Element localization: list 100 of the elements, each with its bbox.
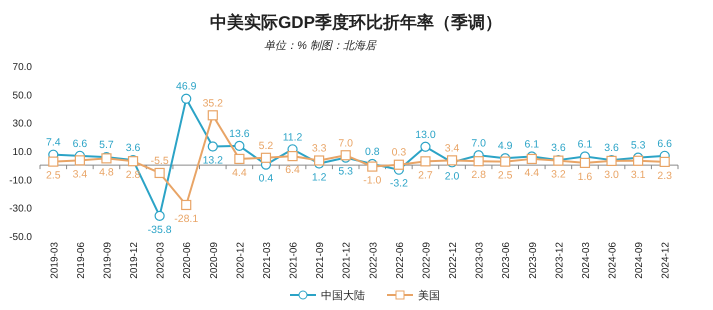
point xyxy=(208,141,218,152)
data-label: 1.2 xyxy=(312,171,327,184)
point xyxy=(48,156,58,167)
data-label: 6.6 xyxy=(72,138,88,150)
data-label: 7.0 xyxy=(471,137,486,150)
x-tick-label: 2022-06 xyxy=(394,242,406,279)
point xyxy=(394,160,404,170)
data-label: 6.1 xyxy=(524,138,540,151)
point xyxy=(234,154,244,164)
data-label: -1.0 xyxy=(363,174,382,187)
data-label: 2.8 xyxy=(471,169,486,182)
data-label: 5.3 xyxy=(630,140,646,152)
data-label: 35.2 xyxy=(202,97,224,110)
data-label: 4.4 xyxy=(232,166,247,179)
x-tick-label: 2024-09 xyxy=(634,242,646,279)
data-label: 13.0 xyxy=(415,128,436,141)
y-tick-label: -30.0 xyxy=(9,204,32,215)
y-tick-label: 10.0 xyxy=(12,147,32,158)
data-label: 2.8 xyxy=(126,169,140,182)
point xyxy=(420,142,431,152)
data-label: 5.7 xyxy=(99,139,114,152)
point xyxy=(660,156,670,168)
data-label: 3.6 xyxy=(126,142,140,154)
x-tick-label: 2021-12 xyxy=(342,242,353,279)
x-tick-label: 2021-09 xyxy=(315,242,326,279)
data-label: 4.8 xyxy=(99,166,114,178)
data-label: -5.5 xyxy=(150,154,169,167)
point xyxy=(526,154,537,164)
data-label: 46.9 xyxy=(176,80,197,93)
data-label: 3.3 xyxy=(312,142,327,154)
point xyxy=(260,152,272,163)
point xyxy=(74,155,85,166)
data-label: 3.0 xyxy=(604,168,619,181)
x-tick-label: 2020-06 xyxy=(182,242,194,279)
x-tick-label: 2024-12 xyxy=(660,242,672,279)
y-tick-label: -10.0 xyxy=(9,175,32,186)
data-label: 0.8 xyxy=(364,146,380,158)
data-label: 3.1 xyxy=(630,168,646,181)
data-label: 0.4 xyxy=(258,172,274,185)
legend-label: 美国 xyxy=(418,289,440,302)
x-tick-label: 2019-03 xyxy=(49,242,60,279)
x-tick-label: 2020-09 xyxy=(208,242,220,279)
x-tick-label: 2023-06 xyxy=(501,242,512,279)
data-label: 13.2 xyxy=(202,154,224,166)
point xyxy=(287,151,298,162)
x-tick-label: 2019-09 xyxy=(102,242,114,279)
point xyxy=(633,156,644,166)
point xyxy=(314,155,324,166)
data-label: -3.2 xyxy=(390,178,408,190)
x-tick-label: 2024-06 xyxy=(608,242,619,279)
point xyxy=(367,161,378,172)
x-tick-label: 2019-12 xyxy=(129,242,140,279)
y-tick-label: 50.0 xyxy=(12,90,32,102)
point xyxy=(181,200,192,210)
data-label: 2.5 xyxy=(46,170,61,182)
x-tick-label: 2023-09 xyxy=(528,242,539,279)
x-tick-label: 2021-06 xyxy=(288,242,300,279)
data-label: 13.6 xyxy=(229,128,250,140)
data-label: 5.2 xyxy=(258,140,274,152)
point xyxy=(420,156,431,166)
data-label: 6.6 xyxy=(657,138,672,150)
data-label: 6.1 xyxy=(578,138,592,151)
x-tick-label: 2023-12 xyxy=(554,242,566,279)
x-tick-label: 2022-03 xyxy=(368,242,380,279)
data-label: 3.6 xyxy=(604,142,619,154)
data-label: 2.7 xyxy=(418,169,433,182)
point xyxy=(154,168,165,178)
x-tick-label: 2024-03 xyxy=(580,242,592,279)
y-tick-label: 30.0 xyxy=(12,118,32,130)
point xyxy=(234,140,244,151)
data-label: -28.1 xyxy=(174,212,198,225)
data-label: 2.5 xyxy=(498,170,513,182)
data-label: 3.2 xyxy=(551,168,566,181)
point xyxy=(181,94,192,104)
data-label: 3.4 xyxy=(72,168,88,180)
point xyxy=(580,158,590,168)
data-label: 1.6 xyxy=(578,170,592,183)
data-label: 6.4 xyxy=(285,164,300,176)
y-tick-label: 70.0 xyxy=(12,62,32,73)
x-tick-label: 2019-06 xyxy=(76,242,87,279)
data-label: 3.4 xyxy=(444,142,460,154)
data-label: 2.3 xyxy=(657,170,672,182)
y-tick-label: -50.0 xyxy=(9,232,32,243)
legend-label: 中国大陆 xyxy=(321,289,365,302)
point xyxy=(474,156,484,166)
data-label: 2.0 xyxy=(444,170,460,182)
x-tick-label: 2021-03 xyxy=(262,242,273,279)
data-label: 4.9 xyxy=(498,140,513,152)
point xyxy=(154,210,165,221)
data-label: -35.8 xyxy=(148,224,172,236)
point xyxy=(500,156,510,167)
x-tick-label: 2023-03 xyxy=(474,242,486,279)
x-tick-label: 2020-12 xyxy=(235,242,246,279)
x-tick-label: 2022-12 xyxy=(448,242,460,279)
data-label: 4.4 xyxy=(524,166,540,179)
point xyxy=(340,150,351,160)
x-tick-label: 2020-03 xyxy=(156,242,167,279)
data-label: 3.6 xyxy=(551,142,566,154)
chart-subtitle: 单位：% 制图：北海居 xyxy=(264,39,377,52)
data-label: 7.0 xyxy=(338,137,354,150)
